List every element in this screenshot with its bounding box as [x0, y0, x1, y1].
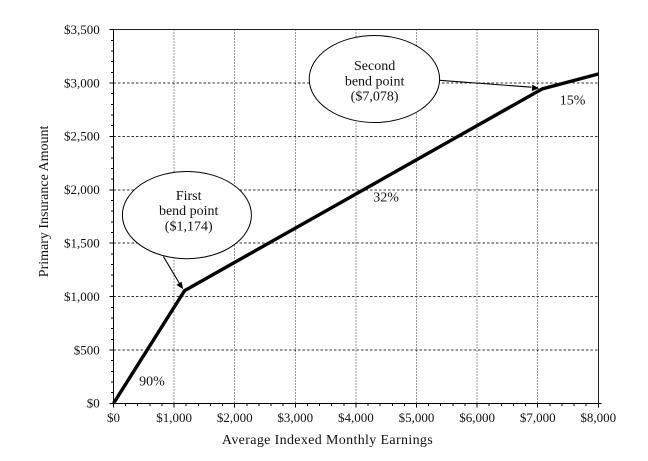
- svg-text:$500: $500: [74, 342, 100, 357]
- svg-text:$1,500: $1,500: [64, 236, 100, 251]
- svg-text:15%: 15%: [560, 94, 586, 109]
- svg-text:$6,000: $6,000: [459, 410, 495, 425]
- svg-text:bend point: bend point: [345, 74, 405, 89]
- svg-text:$5,000: $5,000: [399, 410, 435, 425]
- svg-text:32%: 32%: [373, 191, 399, 206]
- svg-text:$0: $0: [107, 410, 120, 425]
- svg-text:Primary Insurance Amount: Primary Insurance Amount: [37, 125, 52, 277]
- svg-text:bend point: bend point: [159, 204, 219, 219]
- svg-text:$4,000: $4,000: [338, 410, 374, 425]
- svg-text:$3,000: $3,000: [277, 410, 313, 425]
- svg-text:$1,000: $1,000: [64, 289, 100, 304]
- svg-text:Second: Second: [354, 59, 395, 74]
- svg-text:$1,000: $1,000: [156, 410, 192, 425]
- svg-text:90%: 90%: [139, 375, 165, 390]
- svg-text:$3,500: $3,500: [64, 22, 100, 37]
- svg-text:First: First: [176, 189, 202, 204]
- svg-text:$7,000: $7,000: [520, 410, 556, 425]
- svg-text:$0: $0: [87, 396, 100, 411]
- svg-text:$2,000: $2,000: [217, 410, 253, 425]
- svg-text:($1,174): ($1,174): [165, 219, 213, 234]
- svg-text:$3,000: $3,000: [64, 75, 100, 90]
- svg-text:Average Indexed Monthly Earnin: Average Indexed Monthly Earnings: [222, 433, 433, 448]
- svg-text:$2,000: $2,000: [64, 182, 100, 197]
- svg-text:$8,000: $8,000: [580, 410, 616, 425]
- svg-text:$2,500: $2,500: [64, 129, 100, 144]
- svg-text:($7,078): ($7,078): [351, 90, 399, 105]
